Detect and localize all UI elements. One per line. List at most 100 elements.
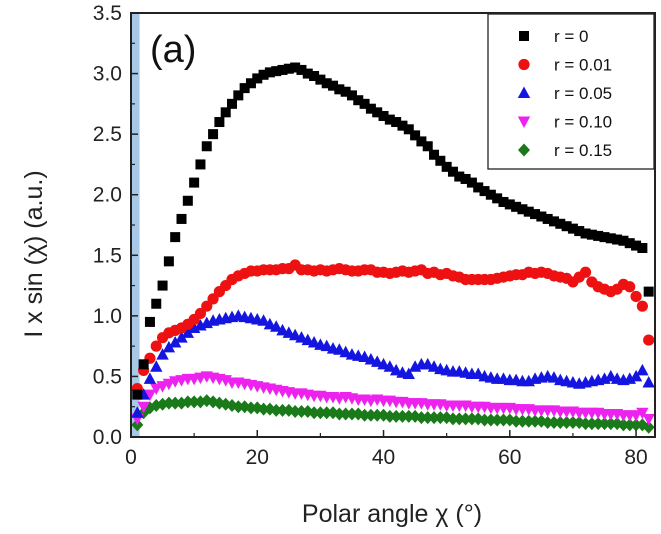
data-point xyxy=(410,130,421,141)
data-point xyxy=(315,74,326,85)
data-point xyxy=(271,66,282,77)
data-point xyxy=(510,414,523,428)
data-point xyxy=(402,409,415,423)
data-point xyxy=(340,86,351,97)
data-point xyxy=(599,232,610,243)
data-point xyxy=(492,193,503,204)
data-point xyxy=(339,407,352,421)
x-tick-label: 80 xyxy=(624,446,647,469)
data-point xyxy=(454,171,465,182)
data-point xyxy=(402,367,415,380)
x-axis-title: Polar angle χ (°) xyxy=(302,500,482,528)
data-point xyxy=(283,63,294,74)
data-point xyxy=(630,418,643,432)
data-point xyxy=(586,229,597,240)
data-point xyxy=(365,103,376,114)
data-point xyxy=(642,375,655,388)
data-point xyxy=(391,117,402,128)
data-point xyxy=(473,182,484,193)
data-point xyxy=(585,417,598,431)
data-point xyxy=(151,298,162,309)
legend-item: r = 0.15 xyxy=(518,141,612,160)
data-point xyxy=(270,403,283,417)
data-point xyxy=(233,90,244,101)
data-point xyxy=(465,412,478,426)
data-point xyxy=(207,293,219,305)
data-point xyxy=(566,415,579,429)
data-point xyxy=(346,90,357,101)
x-tick-label: 0 xyxy=(125,446,137,469)
data-point xyxy=(320,406,333,420)
data-point xyxy=(629,369,643,382)
data-point xyxy=(555,218,566,229)
data-point xyxy=(530,209,541,220)
data-point xyxy=(384,114,395,125)
data-point xyxy=(371,408,384,422)
data-point xyxy=(547,415,560,429)
data-point xyxy=(604,417,617,431)
data-point xyxy=(415,411,428,425)
data-point xyxy=(257,314,270,326)
data-point xyxy=(257,402,270,416)
legend-label: r = 0.01 xyxy=(554,56,612,75)
data-point xyxy=(522,414,535,428)
legend-item: r = 0 xyxy=(519,27,589,46)
data-point xyxy=(157,280,168,291)
data-point xyxy=(612,234,623,245)
data-point xyxy=(560,415,573,429)
legend-marker xyxy=(517,116,531,128)
data-point xyxy=(630,290,642,303)
data-point xyxy=(328,80,339,91)
data-point xyxy=(523,206,534,217)
data-point xyxy=(542,213,553,224)
data-point xyxy=(333,407,346,421)
data-point xyxy=(416,136,427,147)
data-point xyxy=(498,196,509,207)
data-point xyxy=(194,307,207,320)
data-point xyxy=(435,155,446,166)
data-point xyxy=(466,177,477,188)
data-point xyxy=(598,417,611,431)
data-point xyxy=(605,233,616,244)
data-point xyxy=(169,396,182,410)
legend: r = 0 r = 0.01 r = 0.05 r = 0.10 r = 0.15 xyxy=(487,13,655,170)
data-point xyxy=(618,235,629,246)
data-point xyxy=(289,405,302,419)
data-point xyxy=(270,320,283,332)
legend-label: r = 0.15 xyxy=(554,141,612,160)
data-point xyxy=(181,326,195,338)
data-point xyxy=(156,348,169,360)
data-point xyxy=(383,360,397,372)
data-point xyxy=(138,359,149,370)
data-point xyxy=(264,67,275,78)
data-point xyxy=(574,226,585,237)
data-point xyxy=(277,64,288,75)
data-point xyxy=(314,406,327,420)
data-point xyxy=(182,195,193,206)
data-point xyxy=(170,232,181,243)
legend-item: r = 0.01 xyxy=(518,56,612,75)
data-point xyxy=(631,240,642,251)
data-point xyxy=(163,256,174,267)
legend-label: r = 0 xyxy=(554,27,589,46)
data-point xyxy=(636,300,648,312)
legend-marker xyxy=(518,143,530,157)
data-point xyxy=(642,420,655,434)
data-point xyxy=(422,141,433,152)
data-point xyxy=(309,70,320,81)
data-point xyxy=(479,186,490,197)
data-point xyxy=(131,406,144,418)
legend-item: r = 0.05 xyxy=(517,84,612,103)
data-point xyxy=(579,417,592,431)
data-point xyxy=(541,415,554,429)
data-point xyxy=(497,413,510,427)
data-point xyxy=(446,412,459,426)
data-point xyxy=(579,266,592,278)
data-point xyxy=(208,129,219,140)
legend-label: r = 0.05 xyxy=(554,84,612,103)
data-point xyxy=(554,415,567,429)
data-point xyxy=(643,334,655,346)
data-point xyxy=(176,213,187,224)
data-point xyxy=(403,124,414,135)
